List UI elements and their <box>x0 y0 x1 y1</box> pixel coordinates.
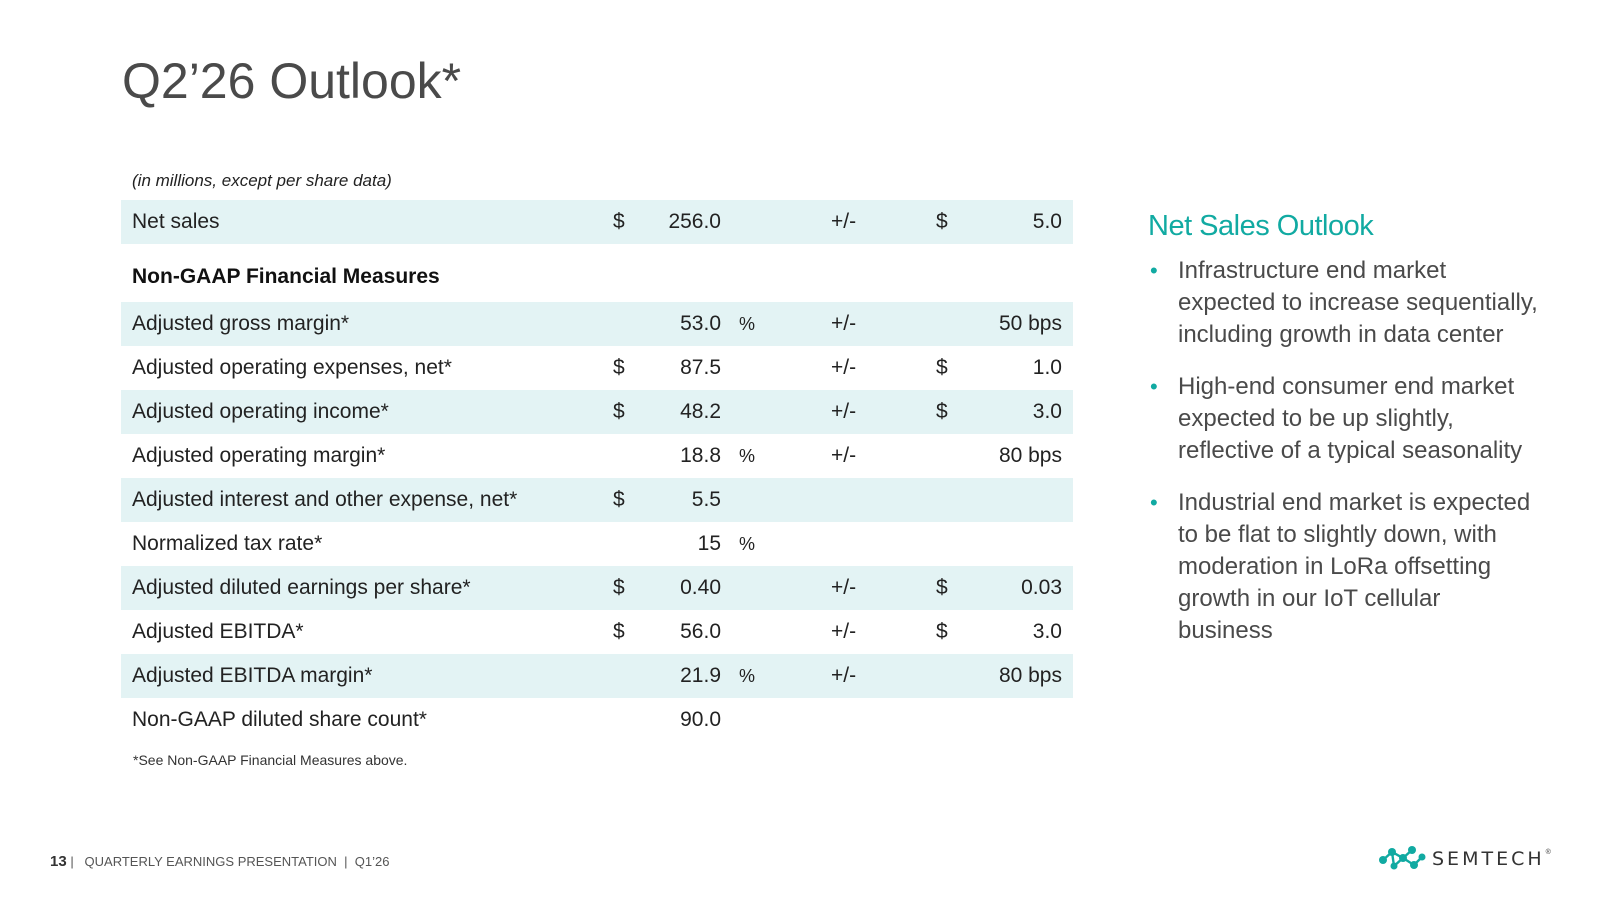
percent-sign: % <box>739 534 756 554</box>
row-label: Adjusted interest and other expense, net… <box>132 488 518 511</box>
bullet-icon: • <box>1150 258 1158 283</box>
plus-minus: +/- <box>831 664 857 687</box>
semtech-logo: SEMTECH ® <box>1378 843 1551 875</box>
row-variance: 1.0 <box>1032 356 1062 379</box>
row-value: 0.40 <box>680 576 721 599</box>
net-sales-outlook: Net Sales Outlook • Infrastructure end ma… <box>1148 210 1538 667</box>
row-variance: 3.0 <box>1032 620 1062 643</box>
row-value: 48.2 <box>680 400 721 423</box>
logo-wordmark: SEMTECH <box>1432 848 1545 870</box>
plus-minus: +/- <box>831 576 857 599</box>
currency-symbol: $ <box>613 620 625 643</box>
row-variance: 0.03 <box>1021 576 1062 599</box>
row-label: Adjusted operating margin* <box>132 444 386 467</box>
row-value: 15 <box>697 532 721 555</box>
bullet-text: Infrastructure end market expected to in… <box>1178 257 1538 348</box>
row-variance: 50 bps <box>998 312 1062 335</box>
list-item: • Infrastructure end market expected to i… <box>1148 255 1538 351</box>
outlook-heading: Net Sales Outlook <box>1148 210 1374 242</box>
table-row: Adjusted operating expenses, net* $ 87.5… <box>121 346 1073 390</box>
footnote: *See Non-GAAP Financial Measures above. <box>133 752 408 768</box>
row-value: 53.0 <box>680 312 721 335</box>
list-item: • High-end consumer end market expected t… <box>1148 371 1538 467</box>
table-row: Adjusted operating margin* 18.8 % +/- 80… <box>121 434 1073 478</box>
outlook-table: Net sales $ 256.0 +/- $ 5.0 Non-GAAP Fin… <box>121 200 1073 742</box>
row-variance: 80 bps <box>998 444 1062 467</box>
row-label: Adjusted operating income* <box>132 400 389 423</box>
percent-sign: % <box>739 314 756 334</box>
bullet-text: High-end consumer end market expected to… <box>1178 373 1523 464</box>
table-row: Adjusted EBITDA* $ 56.0 +/- $ 3.0 <box>121 610 1073 654</box>
outlook-bullet-list: • Infrastructure end market expected to i… <box>1148 255 1538 647</box>
table-row: Normalized tax rate* 15 % <box>121 522 1073 566</box>
bullet-icon: • <box>1150 374 1158 399</box>
footer-period: Q1’26 <box>354 854 390 869</box>
row-value: 5.5 <box>691 488 721 511</box>
table-row: Adjusted operating income* $ 48.2 +/- $ … <box>121 390 1073 434</box>
variance-currency-symbol: $ <box>936 576 948 599</box>
variance-currency-symbol: $ <box>936 400 948 423</box>
variance-currency-symbol: $ <box>936 210 948 233</box>
row-value: 90.0 <box>680 708 721 731</box>
currency-symbol: $ <box>613 356 625 379</box>
footer-presentation-name: QUARTERLY EARNINGS PRESENTATION <box>84 854 337 869</box>
table-row: Adjusted gross margin* 53.0 % +/- 50 bps <box>121 302 1073 346</box>
row-value: 18.8 <box>680 444 721 467</box>
row-value: 256.0 <box>668 210 721 233</box>
row-label: Non-GAAP diluted share count* <box>132 708 427 731</box>
page-title: Q2’26 Outlook* <box>122 53 462 109</box>
row-label: Normalized tax rate* <box>132 532 323 555</box>
non-gaap-rows: Adjusted gross margin* 53.0 % +/- 50 bps… <box>121 302 1073 742</box>
units-note: (in millions, except per share data) <box>132 171 392 190</box>
row-label: Adjusted EBITDA* <box>132 620 304 643</box>
row-label: Adjusted diluted earnings per share* <box>132 576 471 599</box>
row-label: Adjusted gross margin* <box>132 312 350 335</box>
table-row: Adjusted EBITDA margin* 21.9 % +/- 80 bp… <box>121 654 1073 698</box>
row-label: Adjusted operating expenses, net* <box>132 356 452 379</box>
percent-sign: % <box>739 666 756 686</box>
currency-symbol: $ <box>613 400 625 423</box>
plus-minus: +/- <box>831 356 857 379</box>
plus-minus: +/- <box>831 400 857 423</box>
table-row-net-sales: Net sales $ 256.0 +/- $ 5.0 <box>121 200 1073 244</box>
currency-symbol: $ <box>613 210 625 233</box>
semtech-logo-icon <box>1379 846 1426 870</box>
row-variance: 3.0 <box>1032 400 1062 423</box>
page-number: 13 <box>50 853 67 870</box>
row-variance: 80 bps <box>998 664 1062 687</box>
row-label: Adjusted EBITDA margin* <box>132 664 373 687</box>
bullet-icon: • <box>1150 490 1158 515</box>
list-item: • Industrial end market is expected to be… <box>1148 487 1538 647</box>
currency-symbol: $ <box>613 576 625 599</box>
currency-symbol: $ <box>613 488 625 511</box>
bullet-text: Industrial end market is expected to be … <box>1178 489 1531 644</box>
row-variance: 5.0 <box>1032 210 1062 233</box>
section-heading: Non-GAAP Financial Measures <box>132 265 440 288</box>
table-row: Adjusted interest and other expense, net… <box>121 478 1073 522</box>
table-row: Adjusted diluted earnings per share* $ 0… <box>121 566 1073 610</box>
plus-minus: +/- <box>831 444 857 467</box>
footer-separator: | <box>70 854 74 869</box>
table-row: Non-GAAP diluted share count* 90.0 <box>121 698 1073 742</box>
variance-currency-symbol: $ <box>936 620 948 643</box>
footer-separator: | <box>344 854 348 869</box>
plus-minus: +/- <box>831 210 857 233</box>
page-footer: 13 | QUARTERLY EARNINGS PRESENTATION | Q… <box>50 853 389 870</box>
row-label: Net sales <box>132 210 220 233</box>
percent-sign: % <box>739 446 756 466</box>
row-value: 56.0 <box>680 620 721 643</box>
row-value: 21.9 <box>680 664 721 687</box>
plus-minus: +/- <box>831 312 857 335</box>
variance-currency-symbol: $ <box>936 356 948 379</box>
plus-minus: +/- <box>831 620 857 643</box>
section-heading-row: Non-GAAP Financial Measures <box>121 244 1073 302</box>
logo-trademark: ® <box>1545 849 1551 856</box>
row-value: 87.5 <box>680 356 721 379</box>
